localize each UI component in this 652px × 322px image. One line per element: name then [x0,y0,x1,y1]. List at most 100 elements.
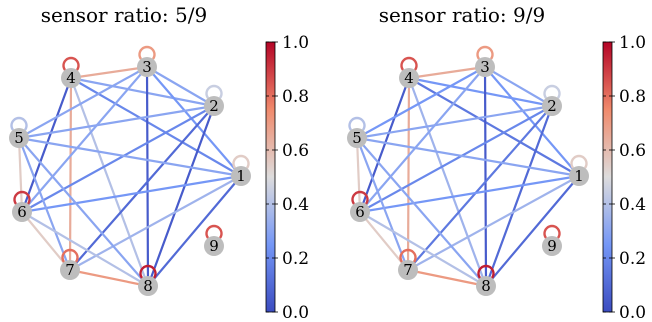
node-7 [398,260,418,280]
edge-4-3 [407,65,487,80]
node-2 [542,96,562,116]
node-label-2: 2 [547,97,557,115]
node-label-1: 1 [236,167,246,185]
self-loop-8 [477,264,495,279]
node-label-3: 3 [480,58,490,76]
edge-4-8 [407,76,488,288]
edge-4-8 [69,76,150,288]
node-3 [137,57,157,77]
edge-3-2 [483,65,554,108]
edge-6-8 [20,210,150,288]
edge-layer [17,65,243,288]
edge-5-6 [355,136,362,214]
edge-3-8 [483,65,488,288]
node-8 [476,276,496,296]
edge-2-7 [68,104,216,272]
edge-3-1 [145,65,243,178]
self-loop-5 [10,116,28,131]
node-label-5: 5 [352,129,362,147]
self-loop-3 [476,45,494,60]
edge-2-6 [20,104,216,214]
self-loop-2 [543,84,561,99]
edge-3-5 [355,65,487,140]
edge-4-2 [407,76,554,108]
edge-2-5 [17,104,216,140]
node-label-6: 6 [355,203,365,221]
self-loop-9 [543,224,561,239]
edge-3-2 [145,65,216,108]
node-label-2: 2 [209,97,219,115]
panel-title: sensor ratio: 9/9 [379,3,545,27]
edge-1-7 [406,174,581,272]
node-1 [569,166,589,186]
node-7 [60,260,80,280]
network-panel-left: sensor ratio: 5/9 1 2 3 4 5 6 7 8 9 [9,3,251,296]
colorbar-tick-label: 0.4 [619,195,646,215]
edge-1-8 [146,174,243,288]
node-5 [9,128,29,148]
node-label-3: 3 [142,58,152,76]
node-layer: 1 2 3 4 5 6 7 8 9 [347,57,589,296]
node-label-5: 5 [14,129,24,147]
self-loop-4 [62,56,80,71]
self-loop-8 [139,264,157,279]
edge-4-6 [358,76,411,214]
self-loop-9 [205,224,223,239]
colorbar-tick-label: 1.0 [282,33,309,53]
colorbar-tick-label: 1.0 [619,33,646,53]
edge-5-6 [17,136,24,214]
node-6 [12,202,32,222]
edge-7-8 [68,268,150,288]
edge-2-7 [406,104,554,272]
self-loop-6 [351,190,369,205]
self-loop-1 [570,154,588,169]
edge-4-6 [20,76,73,214]
self-loop-7 [61,248,79,263]
node-label-7: 7 [403,261,413,279]
edge-3-5 [17,65,149,140]
colorbar-tick-label: 0.2 [282,249,309,269]
self-loop-4 [400,56,418,71]
colorbar-gradient [602,41,613,313]
edge-5-7 [355,136,410,272]
colorbar-ticks: 0.0 0.2 0.4 0.6 0.8 1.0 [266,33,309,322]
colorbar-tick-label: 0.6 [282,141,309,161]
self-loop-3 [138,45,156,60]
self-loop-layer [348,45,588,279]
colorbar-tick-label: 0.6 [619,141,646,161]
node-label-7: 7 [65,261,75,279]
edge-3-6 [358,65,487,214]
node-label-4: 4 [66,69,76,87]
node-layer: 1 2 3 4 5 6 7 8 9 [9,57,251,296]
edge-6-8 [358,210,488,288]
edge-2-6 [358,104,554,214]
colorbar-ticks: 0.0 0.2 0.4 0.6 0.8 1.0 [603,33,646,322]
edge-2-8 [146,104,216,288]
node-8 [138,276,158,296]
colorbar-gradient [265,41,276,313]
edge-5-8 [17,136,150,288]
edge-7-8 [406,268,488,288]
edge-3-8 [145,65,150,288]
edge-1-7 [68,174,243,272]
edge-2-8 [484,104,554,288]
node-label-8: 8 [143,277,153,295]
edge-layer [355,65,581,288]
node-3 [475,57,495,77]
node-4 [399,68,419,88]
edge-4-3 [69,65,149,80]
edge-1-5 [17,136,243,178]
node-2 [204,96,224,116]
node-1 [231,166,251,186]
colorbar-tick-label: 0.8 [282,87,309,107]
edge-4-2 [69,76,216,108]
colorbar-tick-label: 0.8 [619,87,646,107]
self-loop-layer [10,45,250,279]
panel-title: sensor ratio: 5/9 [41,3,207,27]
node-9 [204,236,224,256]
node-label-9: 9 [547,237,557,255]
self-loop-6 [13,190,31,205]
node-label-4: 4 [404,69,414,87]
node-label-6: 6 [17,203,27,221]
